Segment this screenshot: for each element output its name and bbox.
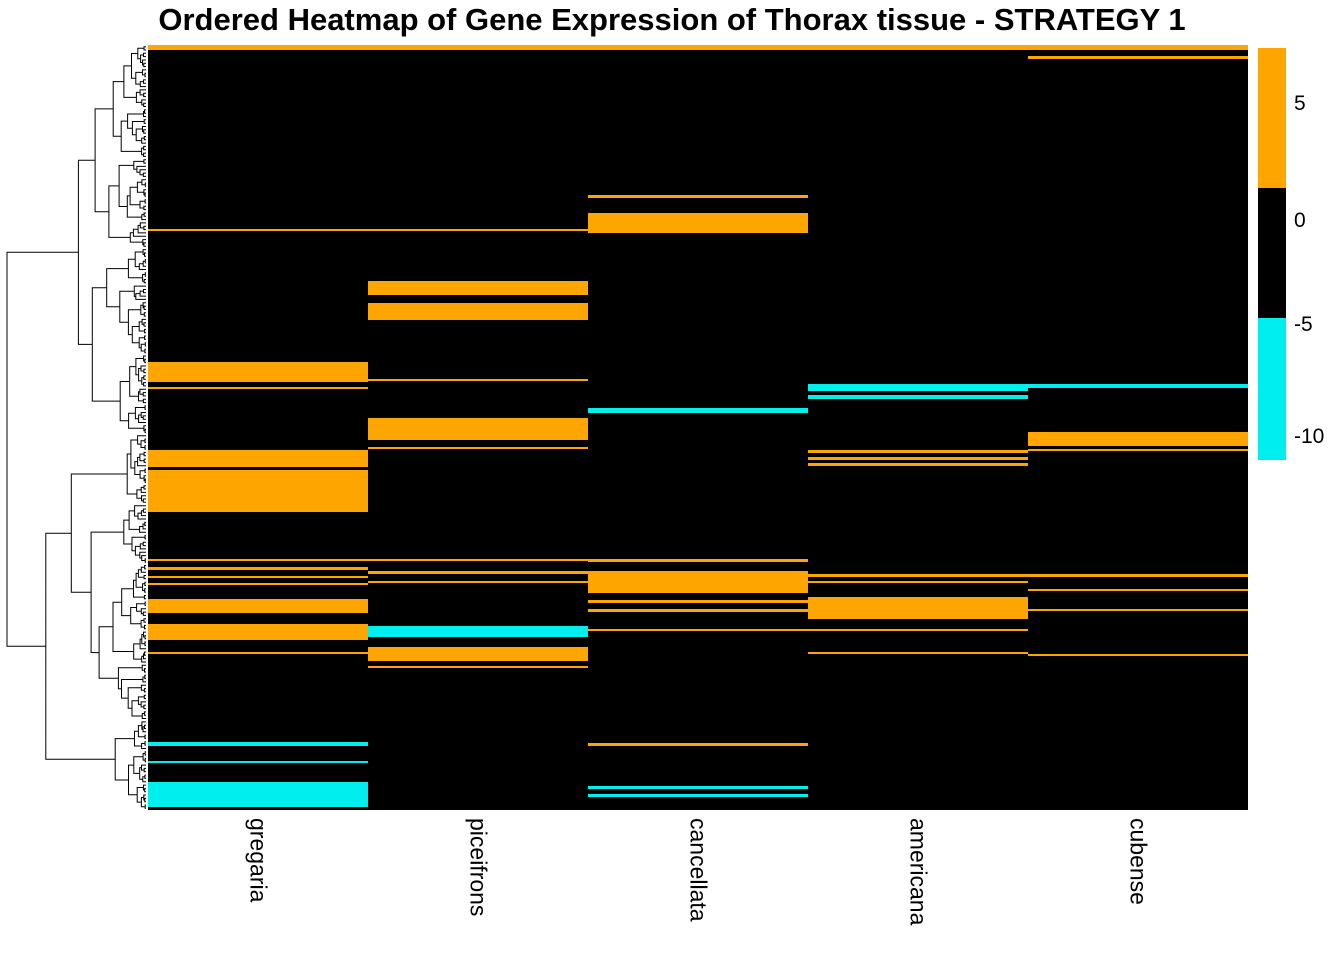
colorbar-tick-5: 5 bbox=[1294, 92, 1306, 116]
heatmap-band bbox=[148, 624, 368, 641]
colorbar-segment-high bbox=[1258, 48, 1286, 189]
heatmap-band bbox=[368, 418, 588, 440]
heatmap-band bbox=[588, 743, 808, 746]
heatmap-band bbox=[588, 786, 808, 790]
colorbar-tick-neg10: -10 bbox=[1294, 424, 1325, 448]
heatmap-band bbox=[368, 571, 588, 575]
heatmap-band bbox=[588, 559, 808, 563]
heatmap-band bbox=[368, 559, 588, 562]
heatmap-band bbox=[148, 559, 368, 562]
heatmap-band bbox=[148, 566, 368, 570]
heatmap-band bbox=[588, 628, 808, 631]
heatmap-band bbox=[148, 386, 368, 390]
heatmap-band bbox=[368, 625, 588, 638]
colorbar-ticks: 5 0 -5 -10 bbox=[1294, 48, 1342, 460]
heatmap-band bbox=[148, 651, 368, 654]
heatmap-band bbox=[368, 580, 588, 583]
heatmap-column-cancellata bbox=[588, 45, 808, 810]
heatmap-band bbox=[148, 449, 368, 467]
heatmap-band bbox=[148, 361, 368, 382]
heatmap-band bbox=[368, 647, 588, 661]
heatmap-band bbox=[148, 598, 368, 614]
heatmap-band bbox=[808, 463, 1028, 466]
heatmap-band bbox=[808, 580, 1028, 583]
column-label-americana: americana bbox=[905, 818, 932, 926]
heatmap-band bbox=[1028, 432, 1248, 446]
heatmap-band bbox=[808, 450, 1028, 453]
heatmap-band bbox=[148, 228, 368, 231]
row-dendrogram bbox=[6, 46, 146, 809]
heatmap-band bbox=[368, 302, 588, 321]
colorbar-segment-mid bbox=[1258, 188, 1286, 318]
heatmap-band bbox=[588, 793, 808, 797]
heatmap-band bbox=[148, 582, 368, 586]
heatmap-band bbox=[588, 45, 808, 51]
heatmap-band bbox=[808, 628, 1028, 631]
heatmap-band bbox=[1028, 383, 1248, 388]
heatmap-band bbox=[808, 383, 1028, 391]
heatmap-band bbox=[148, 45, 368, 51]
heatmap-band bbox=[808, 574, 1028, 577]
heatmap-band bbox=[148, 781, 368, 807]
heatmap-band bbox=[1028, 45, 1248, 50]
column-label-cubense: cubense bbox=[1125, 818, 1152, 905]
heatmap-band bbox=[588, 194, 808, 198]
heatmap-band bbox=[808, 457, 1028, 460]
heatmap-band bbox=[808, 651, 1028, 654]
heatmap-band bbox=[1028, 56, 1248, 59]
heatmap-column-gregaria bbox=[148, 45, 368, 810]
colorbar-tick-0: 0 bbox=[1294, 209, 1306, 233]
heatmap-column-cubense bbox=[1028, 45, 1248, 810]
heatmap-column-americana bbox=[808, 45, 1028, 810]
heatmap-band bbox=[588, 213, 808, 234]
heatmap-band bbox=[808, 597, 1028, 619]
heatmap-band bbox=[588, 608, 808, 612]
heatmap-band bbox=[368, 446, 588, 449]
colorbar-segment-low bbox=[1258, 317, 1286, 460]
heatmap-band bbox=[148, 741, 368, 747]
heatmap-band bbox=[588, 600, 808, 604]
column-label-gregaria: gregaria bbox=[245, 818, 272, 903]
heatmap-band bbox=[1028, 653, 1248, 657]
chart-title: Ordered Heatmap of Gene Expression of Th… bbox=[158, 2, 1186, 37]
heatmap-band bbox=[368, 228, 588, 231]
heatmap-band bbox=[808, 394, 1028, 400]
heatmap-band bbox=[368, 378, 588, 381]
colorbar bbox=[1258, 48, 1286, 460]
heatmap-grid bbox=[148, 45, 1248, 810]
heatmap-band bbox=[368, 666, 588, 669]
column-label-piceifrons: piceifrons bbox=[465, 818, 492, 917]
heatmap-band bbox=[148, 469, 368, 512]
heatmap-band bbox=[1028, 608, 1248, 612]
heatmap-band bbox=[588, 570, 808, 593]
heatmap-column-piceifrons bbox=[368, 45, 588, 810]
heatmap-band bbox=[588, 407, 808, 413]
heatmap-band bbox=[1028, 574, 1248, 577]
heatmap-band bbox=[368, 280, 588, 296]
column-labels: gregaria piceifrons cancellata americana… bbox=[0, 818, 1344, 953]
colorbar-tick-neg5: -5 bbox=[1294, 312, 1313, 336]
heatmap-band bbox=[808, 45, 1028, 51]
heatmap-band bbox=[1028, 448, 1248, 452]
heatmap-band bbox=[148, 575, 368, 579]
heatmap-band bbox=[1028, 588, 1248, 592]
column-label-cancellata: cancellata bbox=[685, 818, 712, 922]
heatmap-band bbox=[368, 45, 588, 51]
heatmap-band bbox=[148, 761, 368, 764]
